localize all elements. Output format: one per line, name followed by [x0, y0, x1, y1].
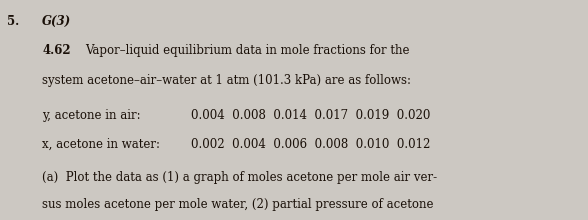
- Text: 5.: 5.: [7, 15, 19, 28]
- Text: (a)  Plot the data as (1) a graph of moles acetone per mole air ver-: (a) Plot the data as (1) a graph of mole…: [42, 170, 437, 183]
- Text: G(3): G(3): [42, 15, 72, 28]
- Text: 0.002  0.004  0.006  0.008  0.010  0.012: 0.002 0.004 0.006 0.008 0.010 0.012: [191, 138, 430, 150]
- Text: 4.62: 4.62: [42, 44, 71, 57]
- Text: Vapor–liquid equilibrium data in mole fractions for the: Vapor–liquid equilibrium data in mole fr…: [85, 44, 410, 57]
- Text: y, acetone in air:: y, acetone in air:: [42, 109, 141, 122]
- Text: sus moles acetone per mole water, (2) partial pressure of acetone: sus moles acetone per mole water, (2) pa…: [42, 198, 434, 211]
- Text: system acetone–air–water at 1 atm (101.3 kPa) are as follows:: system acetone–air–water at 1 atm (101.3…: [42, 74, 412, 87]
- Text: 0.004  0.008  0.014  0.017  0.019  0.020: 0.004 0.008 0.014 0.017 0.019 0.020: [191, 109, 430, 122]
- Text: x, acetone in water:: x, acetone in water:: [42, 138, 161, 150]
